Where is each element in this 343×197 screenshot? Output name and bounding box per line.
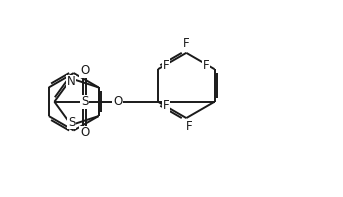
Text: F: F [163, 59, 169, 72]
Text: O: O [80, 126, 89, 139]
Text: O: O [80, 64, 89, 77]
Text: F: F [203, 59, 210, 72]
Text: O: O [113, 95, 122, 108]
Text: S: S [81, 95, 88, 108]
Text: N: N [67, 75, 75, 88]
Text: F: F [186, 120, 192, 133]
Text: F: F [163, 99, 169, 112]
Text: S: S [68, 116, 75, 129]
Text: F: F [183, 37, 190, 50]
